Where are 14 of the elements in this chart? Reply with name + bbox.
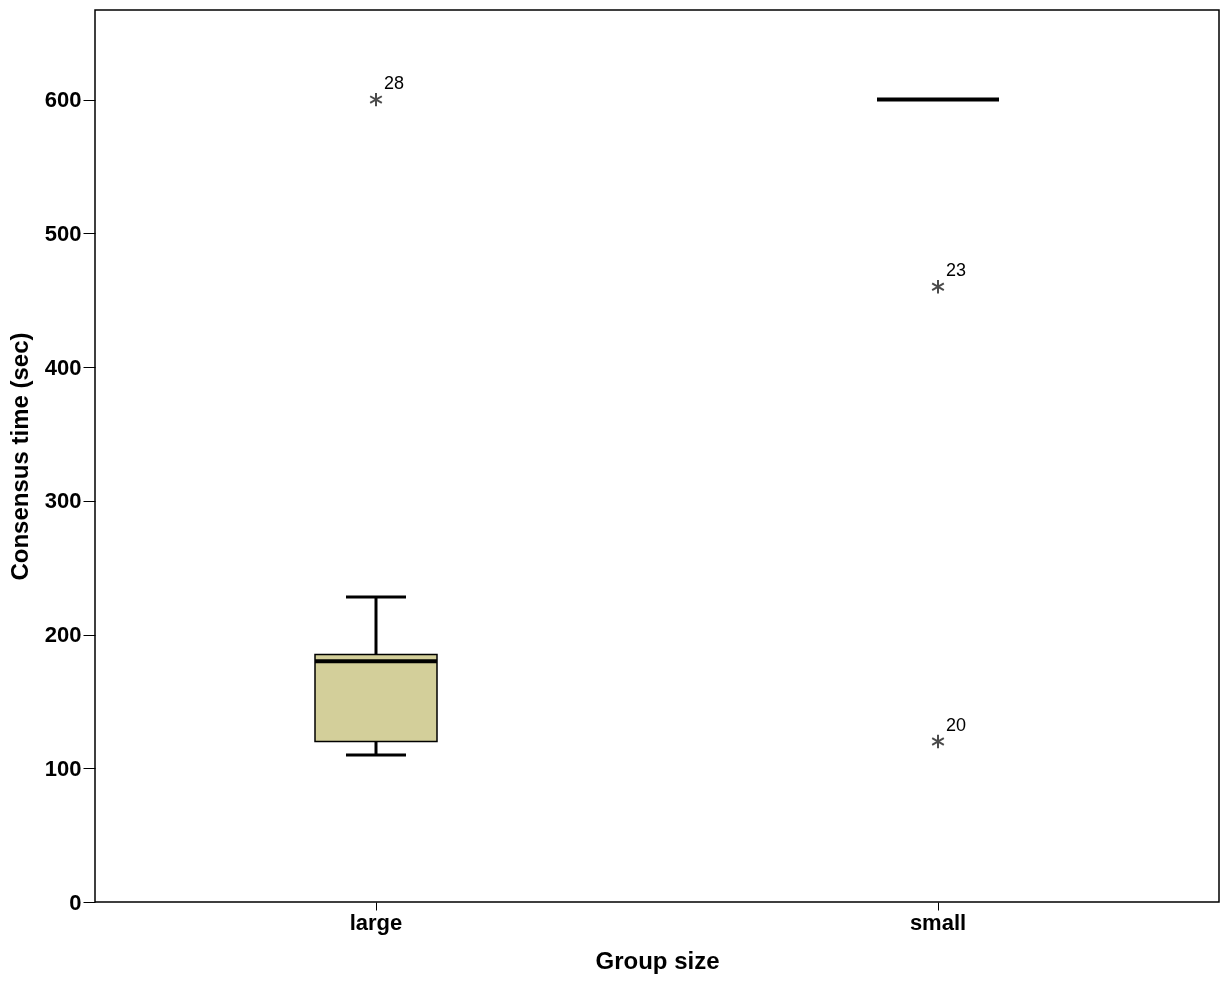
y-tick-label: 100: [44, 755, 82, 781]
y-tick-label: 600: [44, 87, 82, 113]
y-tick-label: 300: [44, 488, 82, 514]
annotation: 20: [946, 714, 967, 735]
x-tick-label: large: [349, 909, 403, 935]
y-tick-label: 0: [69, 889, 82, 915]
y-tick-label: 200: [44, 622, 82, 648]
y-tick-label: 400: [44, 354, 82, 380]
x-axis-title: Group size: [595, 946, 720, 974]
annotation: 23: [946, 259, 967, 280]
y-tick-label: 500: [44, 220, 82, 246]
annotation: 28: [384, 72, 405, 93]
y-axis-title: Consensus time (sec): [5, 332, 33, 581]
x-tick-label: small: [909, 909, 967, 935]
